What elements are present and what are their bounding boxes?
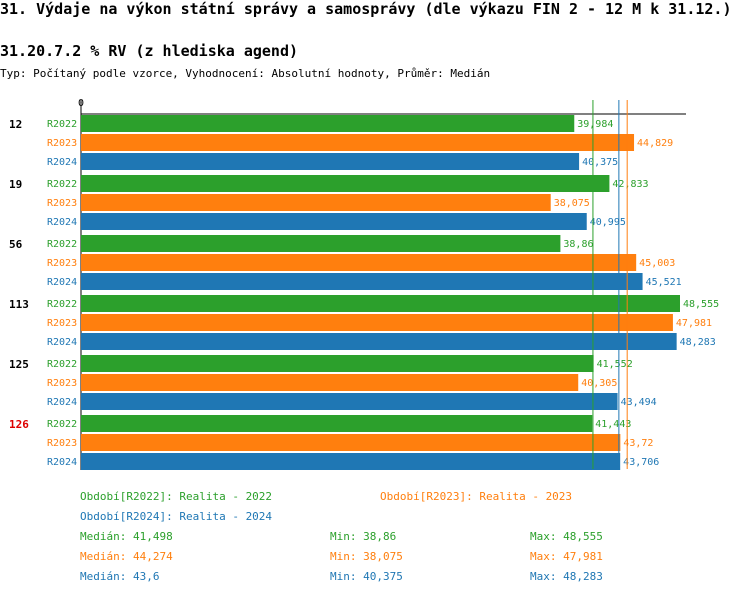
chart-type-line: Typ: Počítaný podle vzorce, Vyhodnocení:… [0, 67, 491, 80]
value-label-19-R2024: 40,995 [590, 217, 626, 228]
bar-56-R2024 [81, 273, 643, 290]
value-label-12-R2024: 40,375 [582, 157, 618, 168]
value-label-19-R2022: 42,833 [612, 179, 648, 190]
series-label-56-R2023: R2023 [47, 258, 77, 269]
series-label-113-R2024: R2024 [47, 337, 77, 348]
bar-19-R2024 [81, 213, 587, 230]
legend-period-r2022: Období[R2022]: Realita - 2022 [80, 490, 273, 503]
value-label-56-R2022: 38,86 [563, 239, 593, 250]
series-label-126-R2022: R2022 [47, 419, 77, 430]
stat-median-r2022: Medián: 41,498 [80, 530, 173, 543]
bar-113-R2024 [81, 333, 677, 350]
series-label-19-R2022: R2022 [47, 179, 77, 190]
series-label-125-R2023: R2023 [47, 378, 77, 389]
series-label-19-R2024: R2024 [47, 217, 77, 228]
category-label-56: 56 [9, 238, 23, 251]
value-label-56-R2024: 45,521 [646, 277, 682, 288]
category-label-19: 19 [9, 178, 22, 191]
bar-56-R2023 [81, 254, 637, 271]
bar-12-R2022 [81, 115, 575, 132]
series-label-126-R2024: R2024 [47, 457, 77, 468]
bar-113-R2023 [81, 314, 673, 331]
series-label-125-R2022: R2022 [47, 359, 77, 370]
category-label-126: 126 [9, 418, 29, 431]
value-label-113-R2024: 48,283 [680, 337, 716, 348]
value-label-12-R2023: 44,829 [637, 138, 673, 149]
legend-period-r2024: Období[R2024]: Realita - 2024 [80, 510, 273, 523]
chart-title: 31. Výdaje na výkon státní správy a samo… [0, 0, 732, 18]
stat-min-r2024: Min: 40,375 [330, 570, 403, 583]
bar-56-R2022 [81, 235, 561, 252]
series-label-12-R2023: R2023 [47, 138, 77, 149]
category-label-125: 125 [9, 358, 29, 371]
bar-12-R2024 [81, 153, 580, 170]
series-label-113-R2023: R2023 [47, 318, 77, 329]
chart-subtitle: 31.20.7.2 % RV (z hlediska agend) [0, 42, 299, 60]
value-label-125-R2023: 40,305 [581, 378, 617, 389]
series-label-113-R2022: R2022 [47, 299, 77, 310]
series-label-19-R2023: R2023 [47, 198, 77, 209]
stat-max-r2023: Max: 47,981 [530, 550, 603, 563]
value-label-125-R2022: 41,552 [597, 359, 633, 370]
stat-min-r2023: Min: 38,075 [330, 550, 403, 563]
stat-median-r2023: Medián: 44,274 [80, 550, 173, 563]
bar-125-R2024 [81, 393, 618, 410]
value-label-19-R2023: 38,075 [554, 198, 590, 209]
value-label-12-R2022: 39,984 [577, 119, 613, 130]
category-label-12: 12 [9, 118, 22, 131]
bar-19-R2022 [81, 175, 610, 192]
stat-min-r2022: Min: 38,86 [330, 530, 397, 543]
bar-126-R2024 [81, 453, 621, 470]
series-label-12-R2022: R2022 [47, 119, 77, 130]
bar-12-R2023 [81, 134, 635, 151]
stat-median-r2024: Medián: 43,6 [80, 570, 160, 583]
value-label-126-R2024: 43,706 [623, 457, 659, 468]
bar-19-R2023 [81, 194, 551, 211]
bar-125-R2022 [81, 355, 594, 372]
stat-max-r2024: Max: 48,283 [530, 570, 603, 583]
value-label-113-R2023: 47,981 [676, 318, 712, 329]
bar-chart: 012R202239,984R202344,829R202440,37519R2… [9, 98, 719, 470]
value-label-126-R2022: 41,443 [595, 419, 631, 430]
series-label-12-R2024: R2024 [47, 157, 77, 168]
series-label-125-R2024: R2024 [47, 397, 77, 408]
bar-113-R2022 [81, 295, 680, 312]
value-label-56-R2023: 45,003 [639, 258, 675, 269]
legend-period-r2023: Období[R2023]: Realita - 2023 [380, 490, 573, 503]
stat-max-r2022: Max: 48,555 [530, 530, 603, 543]
value-label-126-R2023: 43,72 [623, 438, 653, 449]
series-label-126-R2023: R2023 [47, 438, 77, 449]
value-label-113-R2022: 48,555 [683, 299, 719, 310]
bar-126-R2022 [81, 415, 593, 432]
series-label-56-R2022: R2022 [47, 239, 77, 250]
category-label-113: 113 [9, 298, 29, 311]
bar-125-R2023 [81, 374, 579, 391]
value-label-125-R2024: 43,494 [621, 397, 657, 408]
series-label-56-R2024: R2024 [47, 277, 77, 288]
bar-126-R2023 [81, 434, 621, 451]
